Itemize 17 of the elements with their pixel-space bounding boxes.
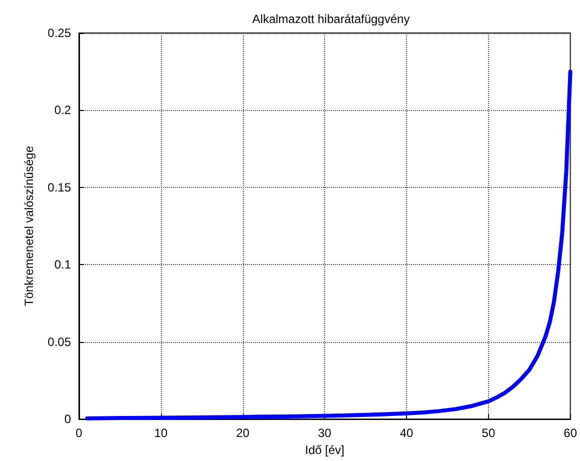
y-tick-label: 0.15 xyxy=(48,180,72,194)
x-tick-label: 60 xyxy=(564,426,578,440)
y-tick-label: 0 xyxy=(64,412,72,426)
y-axis-title: Tönkremenetel valószínűsége xyxy=(22,146,36,306)
y-tick-label: 0.05 xyxy=(48,334,72,349)
y-tick-label: 0.25 xyxy=(48,26,72,40)
x-tick-label: 30 xyxy=(318,426,332,440)
x-tick-label: 20 xyxy=(236,426,250,440)
chart-title: Alkalmazott hibarátafüggvény xyxy=(252,12,410,26)
x-tick-label: 40 xyxy=(400,426,414,440)
y-tick-label: 0.1 xyxy=(54,258,72,272)
x-tick-label: 0 xyxy=(76,426,83,440)
x-tick-label: 10 xyxy=(154,426,168,440)
x-axis-title: Idő [év] xyxy=(304,443,344,457)
x-tick-label: 50 xyxy=(482,426,496,440)
y-tick-label: 0.2 xyxy=(54,103,72,118)
line-series xyxy=(85,70,572,420)
